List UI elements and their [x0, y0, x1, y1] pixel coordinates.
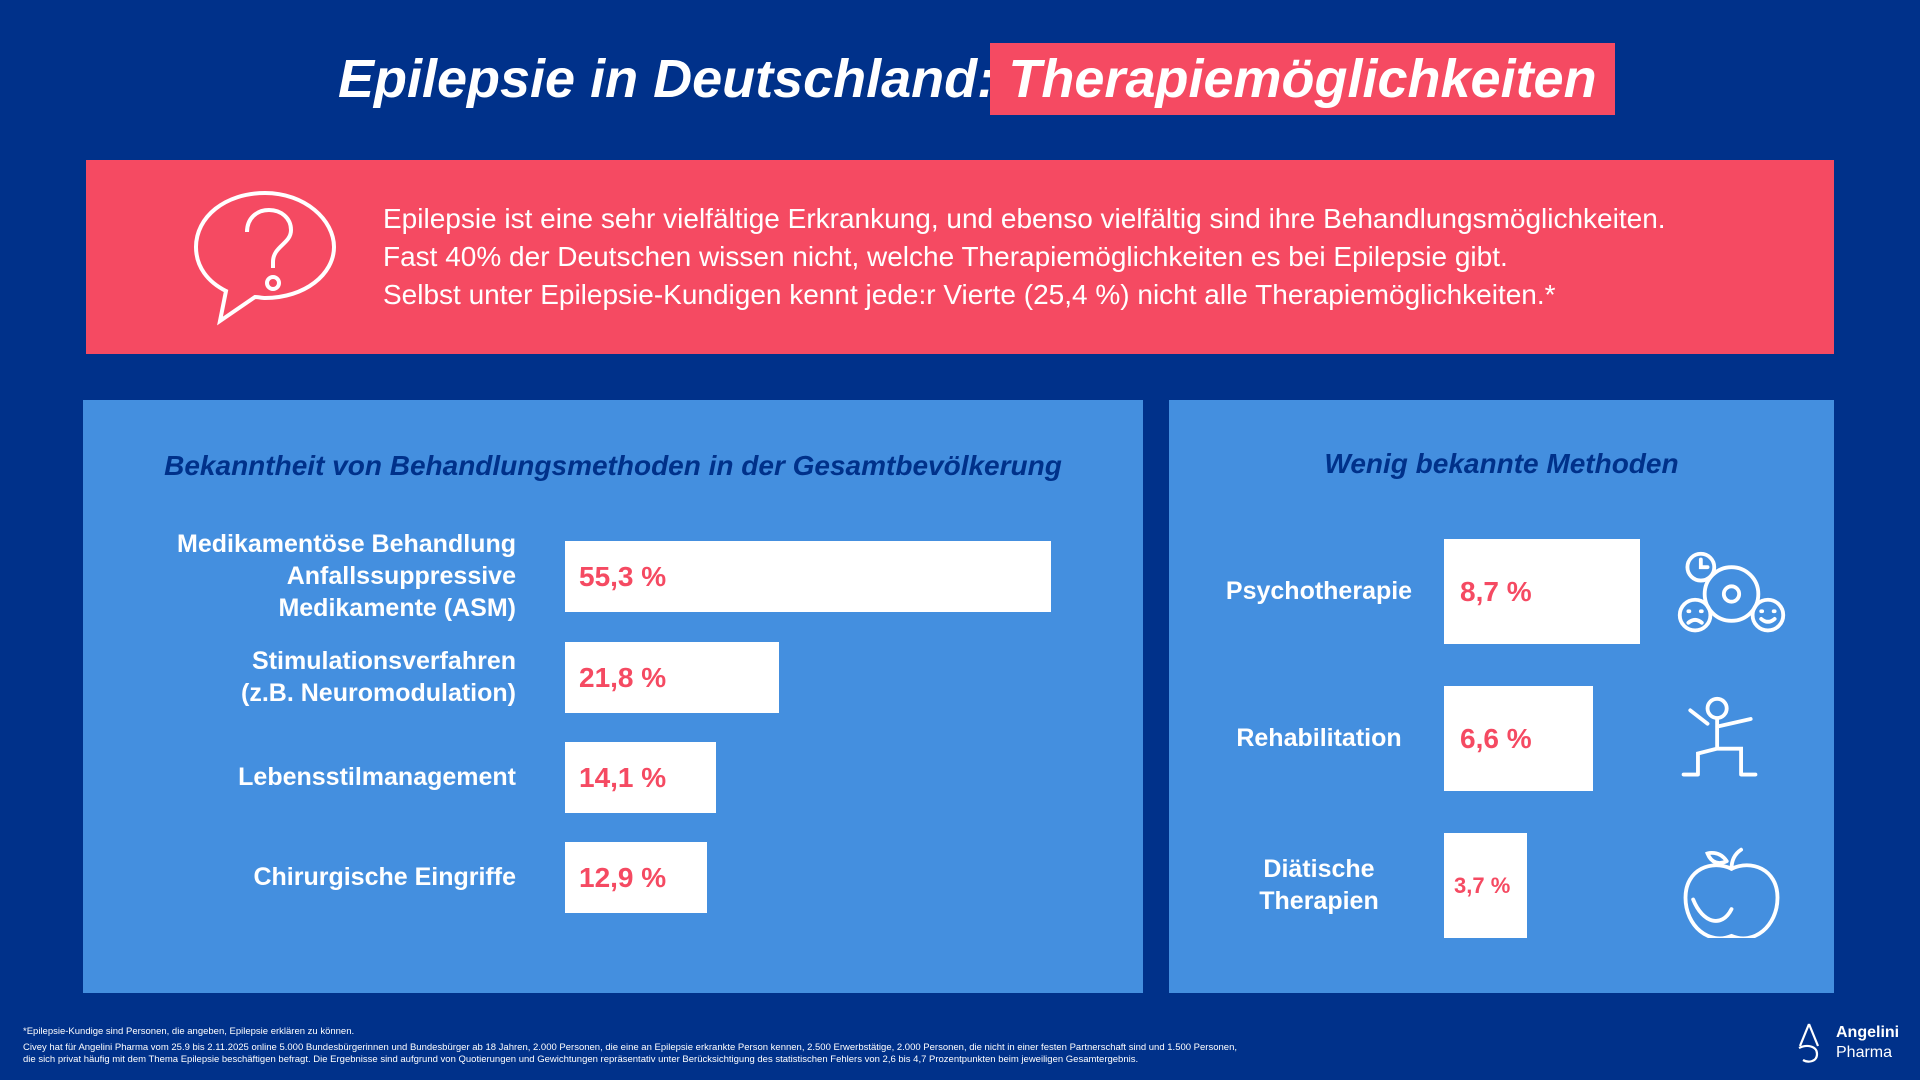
bar-category-label: Stimulationsverfahren (z.B. Neuromodulat…	[241, 647, 516, 707]
bar-category-label: Psychotherapie	[1225, 577, 1413, 605]
info-banner: Epilepsie ist eine sehr vielfältige Erkr…	[86, 160, 1834, 354]
title-part2: Therapiemöglichkeiten	[1008, 49, 1597, 109]
bar: 21,8 %	[565, 642, 780, 713]
bar: 3,7 %	[1444, 833, 1528, 938]
apple-icon	[1674, 838, 1789, 943]
bar-category-label: Lebensstilmanagement	[238, 763, 516, 791]
banner-line: Selbst unter Epilepsie-Kundigen kennt je…	[383, 279, 1556, 310]
bar-value-label: 8,7 %	[1460, 575, 1532, 607]
angelini-logo: Angelini Pharma	[1795, 1022, 1899, 1069]
banner-text: Epilepsie ist eine sehr vielfältige Erkr…	[383, 200, 1666, 314]
bar: 6,6 %	[1444, 686, 1593, 791]
footnote: Civey hat für Angelini Pharma vom 25.9 b…	[23, 1042, 1237, 1053]
right-chart-title: Wenig bekannte Methoden	[1324, 448, 1679, 479]
bar-value-label: 55,3 %	[579, 560, 667, 592]
title-part1: Epilepsie in Deutschland:	[338, 49, 996, 109]
bar-category-label: Diätische Therapien	[1259, 855, 1379, 915]
bar-value-label: 14,1 %	[579, 761, 667, 793]
logo-line1: Angelini	[1836, 1024, 1900, 1041]
bar: 55,3 %	[565, 541, 1052, 612]
rehabilitation-icon	[1674, 691, 1789, 796]
banner-line: Epilepsie ist eine sehr vielfältige Erkr…	[383, 203, 1666, 234]
right-chart-panel: Wenig bekannte Methoden Psychotherapie 8,…	[1169, 400, 1834, 993]
logo-mark-icon	[1798, 1023, 1820, 1063]
bar-value-label: 3,7 %	[1454, 872, 1511, 898]
footnote: *Epilepsie-Kundige sind Personen, die an…	[23, 1026, 355, 1037]
bar-value-label: 21,8 %	[579, 661, 667, 693]
bar-value-label: 6,6 %	[1460, 722, 1532, 754]
logo-line2: Pharma	[1836, 1044, 1893, 1061]
bar-category-label: Medikamentöse Behandlung Anfallssuppress…	[177, 530, 516, 622]
bar-value-label: 12,9 %	[579, 861, 667, 893]
bar-category-label: Chirurgische Eingriffe	[253, 863, 516, 891]
banner-line: Fast 40% der Deutschen wissen nicht, wel…	[383, 241, 1508, 272]
psychotherapy-icon	[1674, 544, 1789, 649]
bar: 14,1 %	[565, 742, 717, 813]
bar-category-label: Rehabilitation	[1236, 724, 1402, 752]
left-chart-title: Bekanntheit von Behandlungsmethoden in d…	[164, 450, 1062, 481]
question-bubble-icon	[193, 190, 337, 326]
bar: 12,9 %	[565, 842, 707, 913]
footnote: die sich privat häufig mit dem Thema Epi…	[23, 1054, 1139, 1065]
title-highlight-box: Therapiemöglichkeiten	[990, 43, 1615, 115]
left-chart-panel: Bekanntheit von Behandlungsmethoden in d…	[83, 400, 1143, 993]
bar: 8,7 %	[1444, 539, 1640, 644]
